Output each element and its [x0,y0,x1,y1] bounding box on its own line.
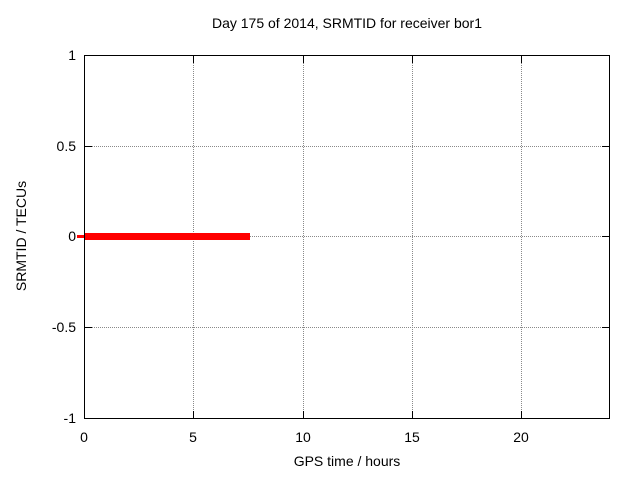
bottom-tick-5 [193,411,194,418]
left-tick-neg0p5 [85,327,92,328]
right-tick-neg0p5 [602,327,609,328]
y-gridline-neg0p5 [85,327,609,328]
x-gridline-10 [303,56,304,418]
y-tick-label-neg1: -1 [63,410,76,426]
y-gridline-0p5 [85,146,609,147]
x-gridline-20 [521,56,522,418]
y-tick-label-1: 1 [68,47,76,63]
y-tick-label-0p5: 0.5 [56,138,76,154]
series-line-srmtid [85,233,250,240]
x-axis-label: GPS time / hours [293,453,401,469]
chart-title: Day 175 of 2014, SRMTID for receiver bor… [211,15,482,31]
series-start-tick [77,235,84,238]
x-tick-label-10: 10 [295,429,311,445]
x-tick-label-15: 15 [404,429,420,445]
top-tick-5 [193,56,194,63]
x-tick-label-0: 0 [80,429,88,445]
y-tick-label-neg0p5: -0.5 [51,319,76,335]
left-tick-0p5 [85,146,92,147]
right-tick-0 [602,236,609,237]
y-gridline-0 [85,236,609,237]
x-tick-label-20: 20 [513,429,529,445]
x-tick-label-5: 5 [189,429,197,445]
top-tick-15 [412,56,413,63]
plot-area [77,55,610,419]
bottom-tick-20 [521,411,522,418]
top-tick-10 [303,56,304,63]
y-tick-label-0: 0 [68,228,76,244]
top-tick-20 [521,56,522,63]
right-tick-0p5 [602,146,609,147]
bottom-tick-15 [412,411,413,418]
bottom-tick-10 [303,411,304,418]
x-gridline-15 [412,56,413,418]
